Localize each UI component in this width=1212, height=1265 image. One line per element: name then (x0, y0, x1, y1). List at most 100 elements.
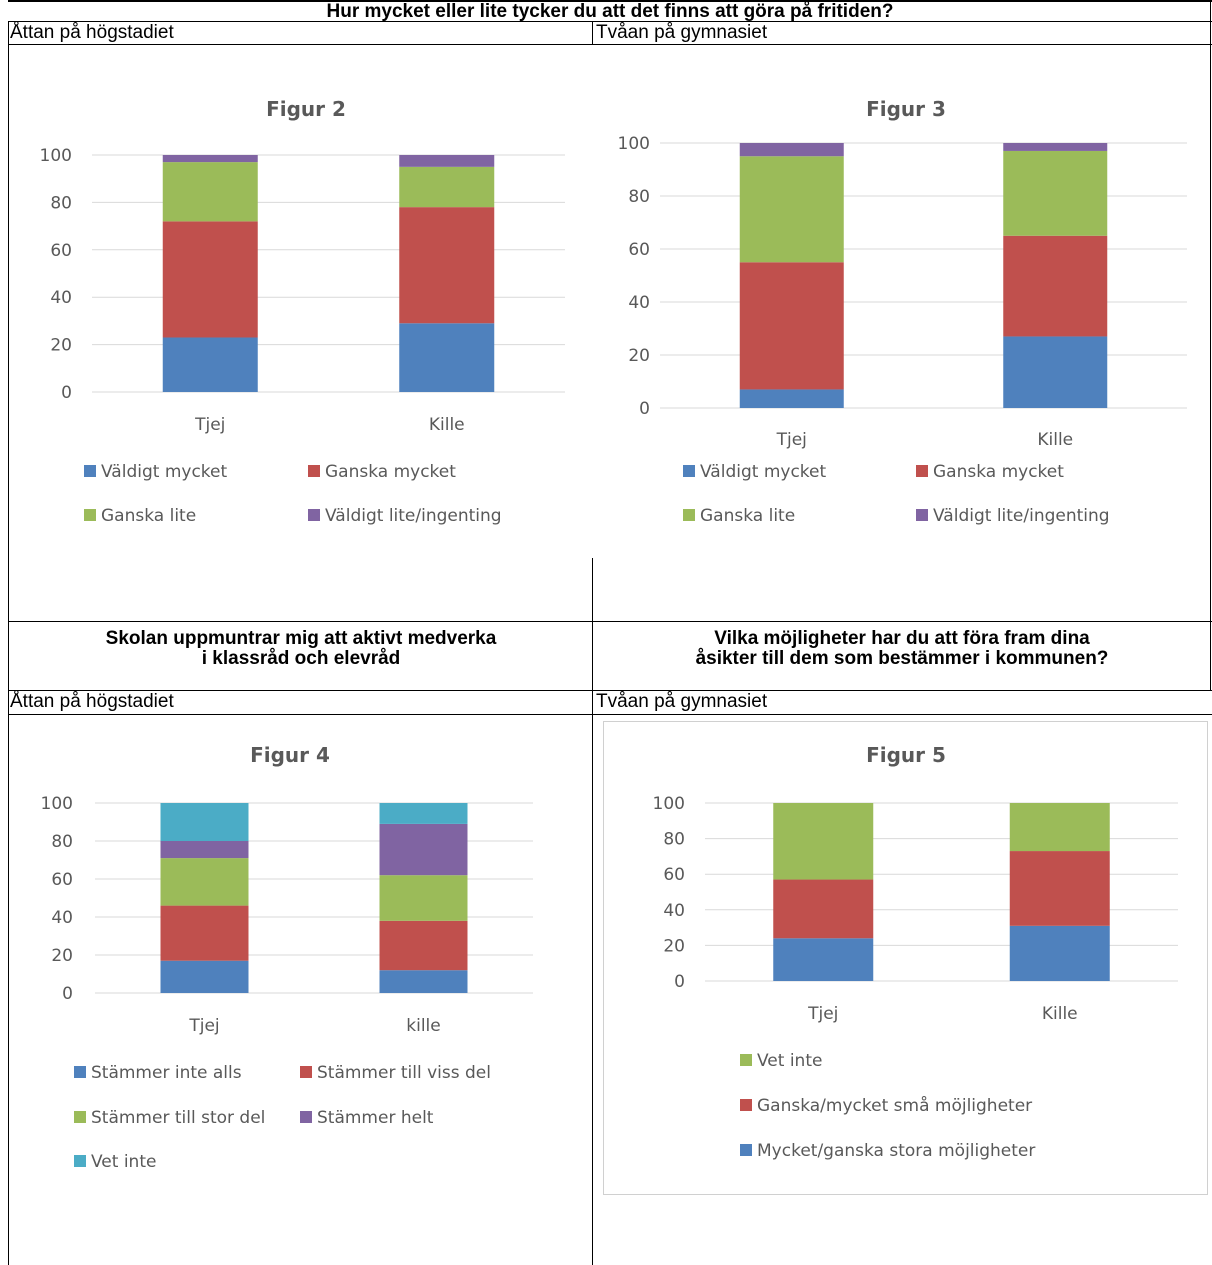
chart-3-y-tick-label: 0 (639, 399, 650, 419)
chart-3-category-label: Kille (1037, 430, 1073, 450)
table-border-top (8, 0, 1212, 2)
chart-5-legend-label: Vet inte (757, 1051, 822, 1071)
chart-4-bar-kille-series-0 (379, 970, 468, 993)
chart-5-y-tick-label: 0 (674, 972, 685, 992)
chart-2-y-tick-label: 100 (40, 146, 72, 166)
chart-2-bar-tjej-series-0 (162, 337, 258, 392)
chart-2-bar-kille-series-3 (399, 155, 495, 167)
chart-3-y-tick-label: 20 (628, 346, 650, 366)
chart-3-category-label: Tjej (776, 430, 807, 450)
chart-4-y-tick-label: 80 (51, 832, 73, 852)
chart-4-category-label: Tjej (188, 1016, 219, 1036)
chart-3-legend-swatch (683, 465, 695, 477)
chart-4-bar-kille-series-4 (379, 803, 468, 824)
table-border-left-mid (8, 621, 9, 1265)
chart-2-bar-tjej-series-2 (162, 162, 258, 222)
bottom-right-header: Vilka möjligheter har du att föra fram d… (594, 629, 1210, 669)
chart-4-y-tick-label: 40 (51, 908, 73, 928)
chart-5-title: Figur 5 (866, 743, 946, 767)
chart-4-legend-label: Stämmer inte alls (91, 1063, 242, 1083)
chart-5-category-label: Kille (1042, 1004, 1078, 1024)
chart-3-legend-swatch (916, 465, 928, 477)
chart-3-title: Figur 3 (866, 97, 946, 121)
chart-3-bar-kille-series-2 (1003, 150, 1108, 236)
chart-4-bar-kille-series-2 (379, 875, 468, 921)
chart-4-bar-tjej-series-2 (160, 858, 249, 906)
chart-4-bar-tjej-series-0 (160, 960, 249, 993)
chart-2-y-tick-label: 60 (50, 241, 72, 261)
chart-5-legend-swatch (740, 1144, 752, 1156)
chart-2-bar-kille-series-2 (399, 166, 495, 208)
chart-5-legend-label: Ganska/mycket små möjligheter (757, 1095, 1032, 1116)
chart-5-bar-tjej-series-0 (773, 938, 874, 981)
chart-3-legend-label: Ganska lite (700, 506, 795, 526)
chart-5-category-label: Tjej (807, 1004, 838, 1024)
grade-label-left-bottom: Åttan på högstadiet (10, 691, 174, 712)
grade-label-left-top: Åttan på högstadiet (10, 22, 174, 43)
chart-4-y-tick-label: 60 (51, 870, 73, 890)
grade-label-right-top: Tvåan på gymnasiet (596, 22, 768, 43)
chart-3-y-tick-label: 60 (628, 240, 650, 260)
bottom-left-header: Skolan uppmuntrar mig att aktivt medverk… (10, 629, 592, 669)
chart-4-bar-tjej-series-1 (160, 905, 249, 961)
table-center-divider-header (592, 21, 593, 45)
chart-2-legend-label: Väldigt mycket (101, 462, 227, 482)
chart-2-title: Figur 2 (266, 97, 346, 121)
table-divider-2 (8, 44, 1212, 45)
chart-2-legend-label: Ganska mycket (325, 462, 456, 482)
chart-5-bar-tjej-series-2 (773, 803, 874, 880)
chart-4-y-tick-label: 0 (62, 984, 73, 1004)
chart-2-legend-swatch (308, 465, 320, 477)
grade-label-right-bottom: Tvåan på gymnasiet (596, 691, 768, 712)
chart-4-legend-swatch (300, 1066, 312, 1078)
table-divider-3 (8, 621, 1212, 622)
chart-2-bar-kille-series-0 (399, 323, 495, 392)
chart-2-bar-tjej-series-1 (162, 221, 258, 338)
chart-4-legend-label: Vet inte (91, 1152, 156, 1172)
chart-2-bar-kille-series-1 (399, 207, 495, 324)
chart-2-bar-tjej-series-3 (162, 155, 258, 163)
chart-3-bar-tjej-series-0 (739, 389, 844, 408)
chart-3-legend-label: Väldigt lite/ingenting (933, 506, 1110, 526)
chart-5-bar-kille-series-1 (1009, 851, 1110, 926)
chart-3-legend-swatch (683, 509, 695, 521)
top-question-header: Hur mycket eller lite tycker du att det … (326, 1, 894, 22)
chart-5-y-tick-label: 60 (663, 865, 685, 885)
figure-5-frame (603, 721, 1208, 1195)
chart-3-y-tick-label: 80 (628, 187, 650, 207)
chart-2-y-tick-label: 0 (61, 383, 72, 403)
table-divider-4 (8, 690, 1212, 691)
chart-4-legend-swatch (74, 1155, 86, 1167)
chart-4-bar-tjej-series-3 (160, 841, 249, 859)
chart-5-legend-label: Mycket/ganska stora möjligheter (757, 1141, 1035, 1161)
chart-2-y-tick-label: 40 (50, 288, 72, 308)
chart-3-y-tick-label: 100 (618, 134, 650, 154)
chart-4-y-tick-label: 20 (51, 946, 73, 966)
chart-3-bar-kille-series-3 (1003, 143, 1108, 151)
chart-4-bar-kille-series-1 (379, 920, 468, 971)
chart-5-y-tick-label: 80 (663, 830, 685, 850)
chart-5-legend-swatch (740, 1099, 752, 1111)
chart-4-bar-tjej-series-4 (160, 803, 249, 841)
chart-4-y-tick-label: 100 (41, 794, 73, 814)
chart-5-y-tick-label: 20 (663, 936, 685, 956)
table-border-right-top (1210, 0, 1211, 690)
bottom-right-header-line-1: Vilka möjligheter har du att föra fram d… (714, 628, 1090, 649)
chart-3-legend-label: Ganska mycket (933, 462, 1064, 482)
chart-2-y-tick-label: 80 (50, 193, 72, 213)
chart-4-legend-swatch (300, 1111, 312, 1123)
chart-2-legend-label: Ganska lite (101, 506, 196, 526)
chart-4-legend-label: Stämmer till viss del (317, 1063, 491, 1083)
chart-5-y-tick-label: 40 (663, 901, 685, 921)
chart-2-category-label: Tjej (194, 415, 225, 435)
chart-2-category-label: Kille (429, 415, 465, 435)
bottom-left-header-line-1: Skolan uppmuntrar mig att aktivt medverk… (105, 628, 497, 649)
chart-4-legend-swatch (74, 1111, 86, 1123)
chart-3-bar-tjej-series-1 (739, 262, 844, 390)
chart-3-bar-tjej-series-3 (739, 143, 844, 157)
bottom-right-header-line-2: åsikter till dem som bestämmer i kommune… (695, 648, 1109, 669)
chart-2-legend-swatch (84, 509, 96, 521)
chart-4-legend-swatch (74, 1066, 86, 1078)
chart-5-bar-tjej-series-1 (773, 879, 874, 939)
